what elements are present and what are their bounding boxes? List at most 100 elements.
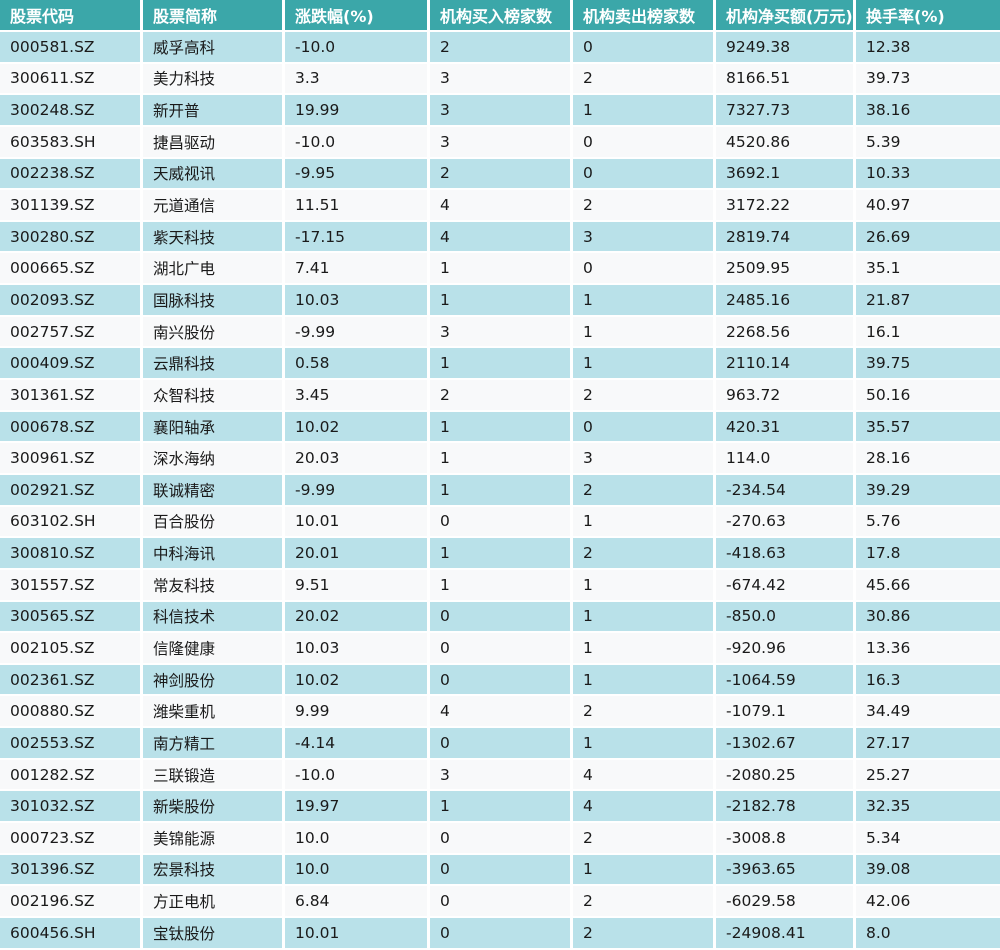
- table-row: 000880.SZ 潍柴重机 9.99 4 2 -1079.1 34.49: [0, 696, 1000, 729]
- cell-inst_buy_count: 0: [430, 601, 573, 634]
- cell-turnover_pct: 16.1: [856, 316, 1000, 349]
- cell-name: 科信技术: [143, 601, 285, 634]
- cell-inst_sell_count: 0: [573, 126, 716, 159]
- cell-inst_sell_count: 0: [573, 158, 716, 191]
- cell-inst_buy_count: 0: [430, 854, 573, 887]
- cell-code: 002238.SZ: [0, 158, 143, 191]
- cell-inst_buy_count: 1: [430, 253, 573, 286]
- cell-code: 000880.SZ: [0, 696, 143, 729]
- cell-code: 001282.SZ: [0, 759, 143, 792]
- cell-change_pct: 7.41: [285, 253, 430, 286]
- cell-inst_buy_count: 0: [430, 728, 573, 760]
- cell-inst_net_buy_wan: -2182.78: [716, 791, 856, 824]
- cell-inst_buy_count: 1: [430, 411, 573, 444]
- cell-inst_sell_count: 4: [573, 759, 716, 792]
- cell-name: 中科海讯: [143, 538, 285, 570]
- table-body: 000581.SZ 威孚高科 -10.0 2 0 9249.38 12.38 300611.S…: [0, 32, 1000, 950]
- cell-inst_sell_count: 1: [573, 728, 716, 760]
- table-row: 603102.SH 百合股份 10.01 0 1 -270.63 5.76: [0, 506, 1000, 539]
- cell-turnover_pct: 21.87: [856, 285, 1000, 317]
- cell-inst_buy_count: 3: [430, 759, 573, 792]
- cell-name: 新柴股份: [143, 791, 285, 824]
- cell-name: 联诚精密: [143, 474, 285, 507]
- cell-inst_net_buy_wan: 9249.38: [716, 32, 856, 64]
- column-header-inst-buy-count: 机构买入榜家数: [430, 0, 573, 32]
- cell-turnover_pct: 13.36: [856, 633, 1000, 665]
- cell-inst_net_buy_wan: 2819.74: [716, 221, 856, 254]
- cell-name: 襄阳轴承: [143, 411, 285, 444]
- cell-inst_buy_count: 3: [430, 316, 573, 349]
- table-row: 300961.SZ 深水海纳 20.03 1 3 114.0 28.16: [0, 443, 1000, 475]
- column-header-inst-sell-count: 机构卖出榜家数: [573, 0, 716, 32]
- cell-inst_sell_count: 1: [573, 506, 716, 539]
- cell-turnover_pct: 39.08: [856, 854, 1000, 887]
- cell-inst_net_buy_wan: 3692.1: [716, 158, 856, 191]
- cell-inst_net_buy_wan: -1079.1: [716, 696, 856, 729]
- cell-code: 300280.SZ: [0, 221, 143, 254]
- cell-change_pct: 3.45: [285, 380, 430, 412]
- cell-inst_buy_count: 3: [430, 63, 573, 96]
- cell-name: 国脉科技: [143, 285, 285, 317]
- table-row: 002361.SZ 神剑股份 10.02 0 1 -1064.59 16.3: [0, 664, 1000, 697]
- cell-code: 000723.SZ: [0, 823, 143, 855]
- cell-inst_sell_count: 1: [573, 569, 716, 602]
- cell-code: 000665.SZ: [0, 253, 143, 286]
- cell-code: 301032.SZ: [0, 791, 143, 824]
- cell-inst_sell_count: 1: [573, 95, 716, 127]
- cell-turnover_pct: 8.0: [856, 917, 1000, 950]
- cell-turnover_pct: 5.34: [856, 823, 1000, 855]
- cell-turnover_pct: 42.06: [856, 886, 1000, 918]
- cell-inst_sell_count: 1: [573, 601, 716, 634]
- cell-inst_buy_count: 0: [430, 917, 573, 950]
- cell-inst_buy_count: 0: [430, 823, 573, 855]
- cell-change_pct: 10.01: [285, 506, 430, 539]
- column-header-stock-name: 股票简称: [143, 0, 285, 32]
- column-header-change-pct: 涨跌幅(%): [285, 0, 430, 32]
- cell-turnover_pct: 26.69: [856, 221, 1000, 254]
- cell-turnover_pct: 39.29: [856, 474, 1000, 507]
- cell-inst_net_buy_wan: 2509.95: [716, 253, 856, 286]
- cell-name: 云鼎科技: [143, 348, 285, 381]
- cell-change_pct: 6.84: [285, 886, 430, 918]
- cell-change_pct: 11.51: [285, 190, 430, 222]
- table-row: 300810.SZ 中科海讯 20.01 1 2 -418.63 17.8: [0, 538, 1000, 570]
- cell-inst_buy_count: 1: [430, 474, 573, 507]
- cell-turnover_pct: 45.66: [856, 569, 1000, 602]
- cell-inst_sell_count: 2: [573, 63, 716, 96]
- cell-inst_buy_count: 4: [430, 190, 573, 222]
- table-row: 002757.SZ 南兴股份 -9.99 3 1 2268.56 16.1: [0, 316, 1000, 349]
- cell-turnover_pct: 28.16: [856, 443, 1000, 475]
- cell-inst_net_buy_wan: 3172.22: [716, 190, 856, 222]
- cell-code: 002361.SZ: [0, 664, 143, 697]
- cell-name: 信隆健康: [143, 633, 285, 665]
- cell-code: 300565.SZ: [0, 601, 143, 634]
- cell-code: 002757.SZ: [0, 316, 143, 349]
- cell-change_pct: 10.02: [285, 411, 430, 444]
- cell-inst_buy_count: 2: [430, 158, 573, 191]
- cell-turnover_pct: 5.39: [856, 126, 1000, 159]
- cell-change_pct: 10.02: [285, 664, 430, 697]
- cell-turnover_pct: 39.73: [856, 63, 1000, 96]
- cell-inst_sell_count: 2: [573, 538, 716, 570]
- table-row: 301361.SZ 众智科技 3.45 2 2 963.72 50.16: [0, 380, 1000, 412]
- cell-inst_sell_count: 2: [573, 917, 716, 950]
- cell-inst_net_buy_wan: -674.42: [716, 569, 856, 602]
- cell-turnover_pct: 12.38: [856, 32, 1000, 64]
- table-row: 000723.SZ 美锦能源 10.0 0 2 -3008.8 5.34: [0, 823, 1000, 855]
- cell-turnover_pct: 16.3: [856, 664, 1000, 697]
- table-row: 001282.SZ 三联锻造 -10.0 3 4 -2080.25 25.27: [0, 759, 1000, 792]
- cell-inst_net_buy_wan: 114.0: [716, 443, 856, 475]
- table-row: 300611.SZ 美力科技 3.3 3 2 8166.51 39.73: [0, 63, 1000, 96]
- cell-code: 002553.SZ: [0, 728, 143, 760]
- cell-name: 湖北广电: [143, 253, 285, 286]
- cell-code: 600456.SH: [0, 917, 143, 950]
- table-row: 000409.SZ 云鼎科技 0.58 1 1 2110.14 39.75: [0, 348, 1000, 381]
- cell-turnover_pct: 35.1: [856, 253, 1000, 286]
- cell-inst_buy_count: 1: [430, 569, 573, 602]
- table-row: 300248.SZ 新开普 19.99 3 1 7327.73 38.16: [0, 95, 1000, 127]
- table-row: 002921.SZ 联诚精密 -9.99 1 2 -234.54 39.29: [0, 474, 1000, 507]
- cell-inst_net_buy_wan: -24908.41: [716, 917, 856, 950]
- cell-inst_net_buy_wan: -270.63: [716, 506, 856, 539]
- cell-inst_sell_count: 1: [573, 664, 716, 697]
